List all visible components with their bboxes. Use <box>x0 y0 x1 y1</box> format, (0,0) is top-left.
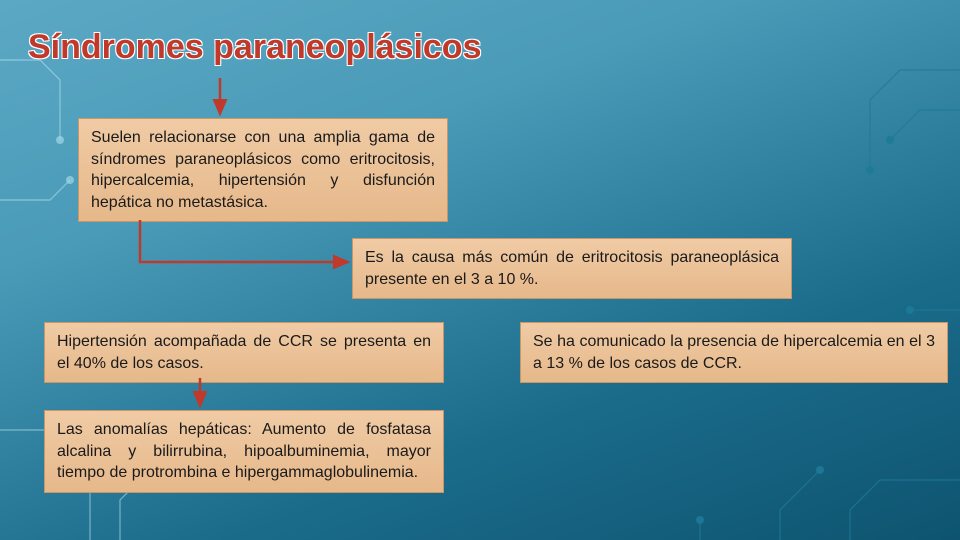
box-eritrocitosis: Es la causa más común de eritrocitosis p… <box>352 238 792 299</box>
slide-title: Síndromes paraneoplásicos <box>28 28 482 67</box>
box-hipertension: Hipertensión acompañada de CCR se presen… <box>44 322 444 383</box>
box-hepaticas: Las anomalías hepáticas: Aumento de fosf… <box>44 410 444 493</box>
slide: Síndromes paraneoplásicos Suelen relacio… <box>0 0 960 540</box>
box-intro: Suelen relacionarse con una amplia gama … <box>78 118 448 222</box>
box-hipercalcemia: Se ha comunicado la presencia de hiperca… <box>520 322 948 383</box>
